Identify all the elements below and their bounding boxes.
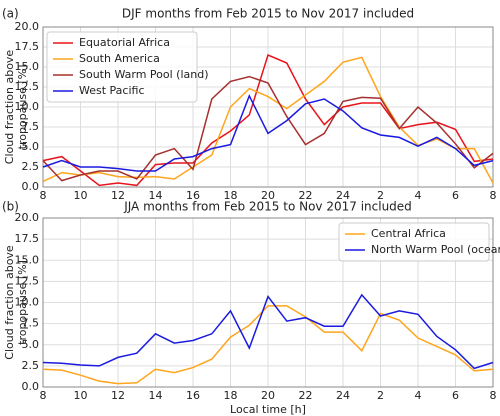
x-tick-label: 14: [149, 389, 163, 402]
y-tick-label: 10.0: [15, 100, 40, 113]
plot-frame: [42, 217, 494, 388]
y-tick-label: 7.5: [22, 317, 40, 330]
y-tick-label: 5.0: [22, 140, 40, 153]
legend-label: South America: [79, 52, 160, 65]
y-axis-label: Cloud fraction above: [3, 50, 16, 165]
x-tick-label: 24: [336, 389, 350, 402]
x-tick-label: 22: [299, 189, 313, 202]
series-line: [42, 293, 494, 370]
x-tick-label: 6: [452, 189, 459, 202]
legend-label: South Warm Pool (land): [79, 68, 209, 81]
x-tick-label: 4: [415, 189, 422, 202]
y-tick-label: 20.0: [15, 211, 40, 224]
x-tick-label: 18: [224, 389, 238, 402]
x-tick-label: 8: [490, 389, 497, 402]
x-tick-label: 20: [261, 389, 275, 402]
plot-frame: [42, 26, 494, 188]
x-tick-label: 10: [74, 189, 88, 202]
panel-label: (a): [2, 7, 19, 21]
x-tick-label: 8: [40, 189, 47, 202]
y-tick-label: 12.5: [15, 80, 40, 93]
y-tick-label: 0.0: [22, 180, 40, 193]
x-tick-label: 24: [336, 189, 350, 202]
x-tick-label: 6: [452, 389, 459, 402]
series-line: [42, 93, 494, 172]
y-tick-label: 7.5: [22, 120, 40, 133]
chart-title: JJA months from Feb 2015 to Nov 2017 inc…: [123, 200, 412, 214]
y-axis-label: tropopause [%]: [16, 260, 29, 345]
x-tick-label: 8: [40, 389, 47, 402]
y-axis-label: Cloud fraction above: [3, 245, 16, 360]
y-tick-label: 2.5: [22, 160, 40, 173]
x-tick-label: 8: [490, 189, 497, 202]
y-axis-label: tropopause [%]: [16, 65, 29, 150]
x-tick-label: 12: [111, 389, 125, 402]
series-line: [42, 53, 494, 187]
x-tick-label: 16: [186, 389, 200, 402]
x-tick-label: 2: [377, 189, 384, 202]
legend-label: West Pacific: [79, 84, 145, 97]
y-tick-label: 2.5: [22, 359, 40, 372]
x-tick-label: 18: [224, 189, 238, 202]
y-tick-label: 0.0: [22, 380, 40, 393]
legend-label: Central Africa: [371, 227, 446, 240]
y-tick-label: 17.5: [15, 232, 40, 245]
legend-label: North Warm Pool (ocean): [371, 243, 500, 256]
series-line: [42, 75, 494, 182]
chart-title: DJF months from Feb 2015 to Nov 2017 inc…: [122, 7, 414, 21]
panel-label: (b): [2, 200, 19, 214]
x-tick-label: 14: [149, 189, 163, 202]
x-tick-label: 20: [261, 189, 275, 202]
x-tick-label: 22: [299, 389, 313, 402]
legend-box: [46, 31, 198, 103]
y-tick-label: 5.0: [22, 338, 40, 351]
x-tick-label: 12: [111, 189, 125, 202]
y-tick-label: 17.5: [15, 40, 40, 53]
legend-label: Equatorial Africa: [79, 36, 170, 49]
legend-box: [338, 222, 490, 262]
x-axis-label: Local time [h]: [230, 403, 306, 416]
x-tick-label: 2: [377, 389, 384, 402]
y-tick-label: 12.5: [15, 274, 40, 287]
x-tick-label: 4: [415, 389, 422, 402]
y-tick-label: 15.0: [15, 60, 40, 73]
y-tick-label: 15.0: [15, 253, 40, 266]
y-tick-label: 20.0: [15, 20, 40, 33]
x-tick-label: 16: [186, 189, 200, 202]
series-line: [42, 305, 494, 385]
y-tick-label: 10.0: [15, 296, 40, 309]
x-tick-label: 10: [74, 389, 88, 402]
